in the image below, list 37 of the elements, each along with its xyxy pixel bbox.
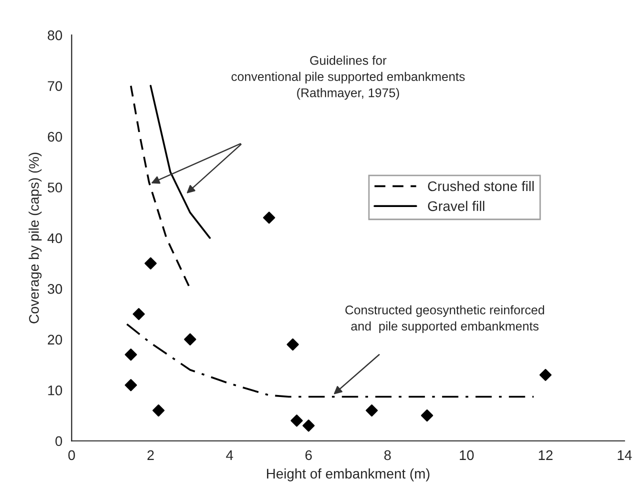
point bbox=[184, 333, 196, 346]
x-axis-title: Height of embankment (m) bbox=[267, 468, 430, 482]
legend-label: Crushed stone fill bbox=[428, 180, 534, 192]
legend-label: Gravel fill bbox=[428, 200, 484, 212]
y-tick-label: 60 bbox=[48, 132, 62, 142]
x-tick-label: 2 bbox=[147, 450, 154, 460]
y-tick-label: 50 bbox=[48, 182, 62, 192]
point bbox=[124, 348, 137, 361]
point bbox=[144, 257, 157, 270]
y-tick-label: 70 bbox=[48, 81, 62, 91]
point bbox=[420, 409, 434, 422]
x-tick-label: 4 bbox=[226, 450, 234, 460]
point bbox=[152, 404, 165, 417]
x-tick-label: 6 bbox=[305, 450, 312, 460]
y-tick-label: 20 bbox=[48, 334, 62, 345]
y-tick-label: 80 bbox=[48, 30, 62, 40]
point bbox=[290, 414, 303, 427]
x-tick-label: 14 bbox=[618, 450, 632, 460]
y-tick-label: 40 bbox=[47, 233, 62, 244]
y-tick-label: 30 bbox=[48, 284, 62, 294]
x-tick-label: 0 bbox=[68, 450, 75, 460]
y-tick-label: 10 bbox=[48, 385, 62, 396]
annotation: Constructed geosynthetic reinforced and pile supported embankments bbox=[345, 305, 544, 334]
x-tick-label: 12 bbox=[538, 450, 553, 460]
x-tick-label: 8 bbox=[384, 450, 391, 460]
point bbox=[263, 212, 276, 224]
point bbox=[124, 379, 137, 392]
annotation: Guidelines for conventional pile supported embankments (Rathmayer, 1975) bbox=[232, 56, 465, 100]
point bbox=[302, 420, 315, 432]
point bbox=[366, 404, 378, 417]
y-axis-title: Coverage by pile (caps) (%) bbox=[28, 152, 42, 324]
x-tick-label: 10 bbox=[460, 450, 474, 460]
point bbox=[132, 308, 145, 320]
point bbox=[539, 368, 552, 382]
point bbox=[286, 338, 299, 351]
y-tick-label: 0 bbox=[55, 436, 62, 446]
line-series bbox=[150, 84, 211, 239]
